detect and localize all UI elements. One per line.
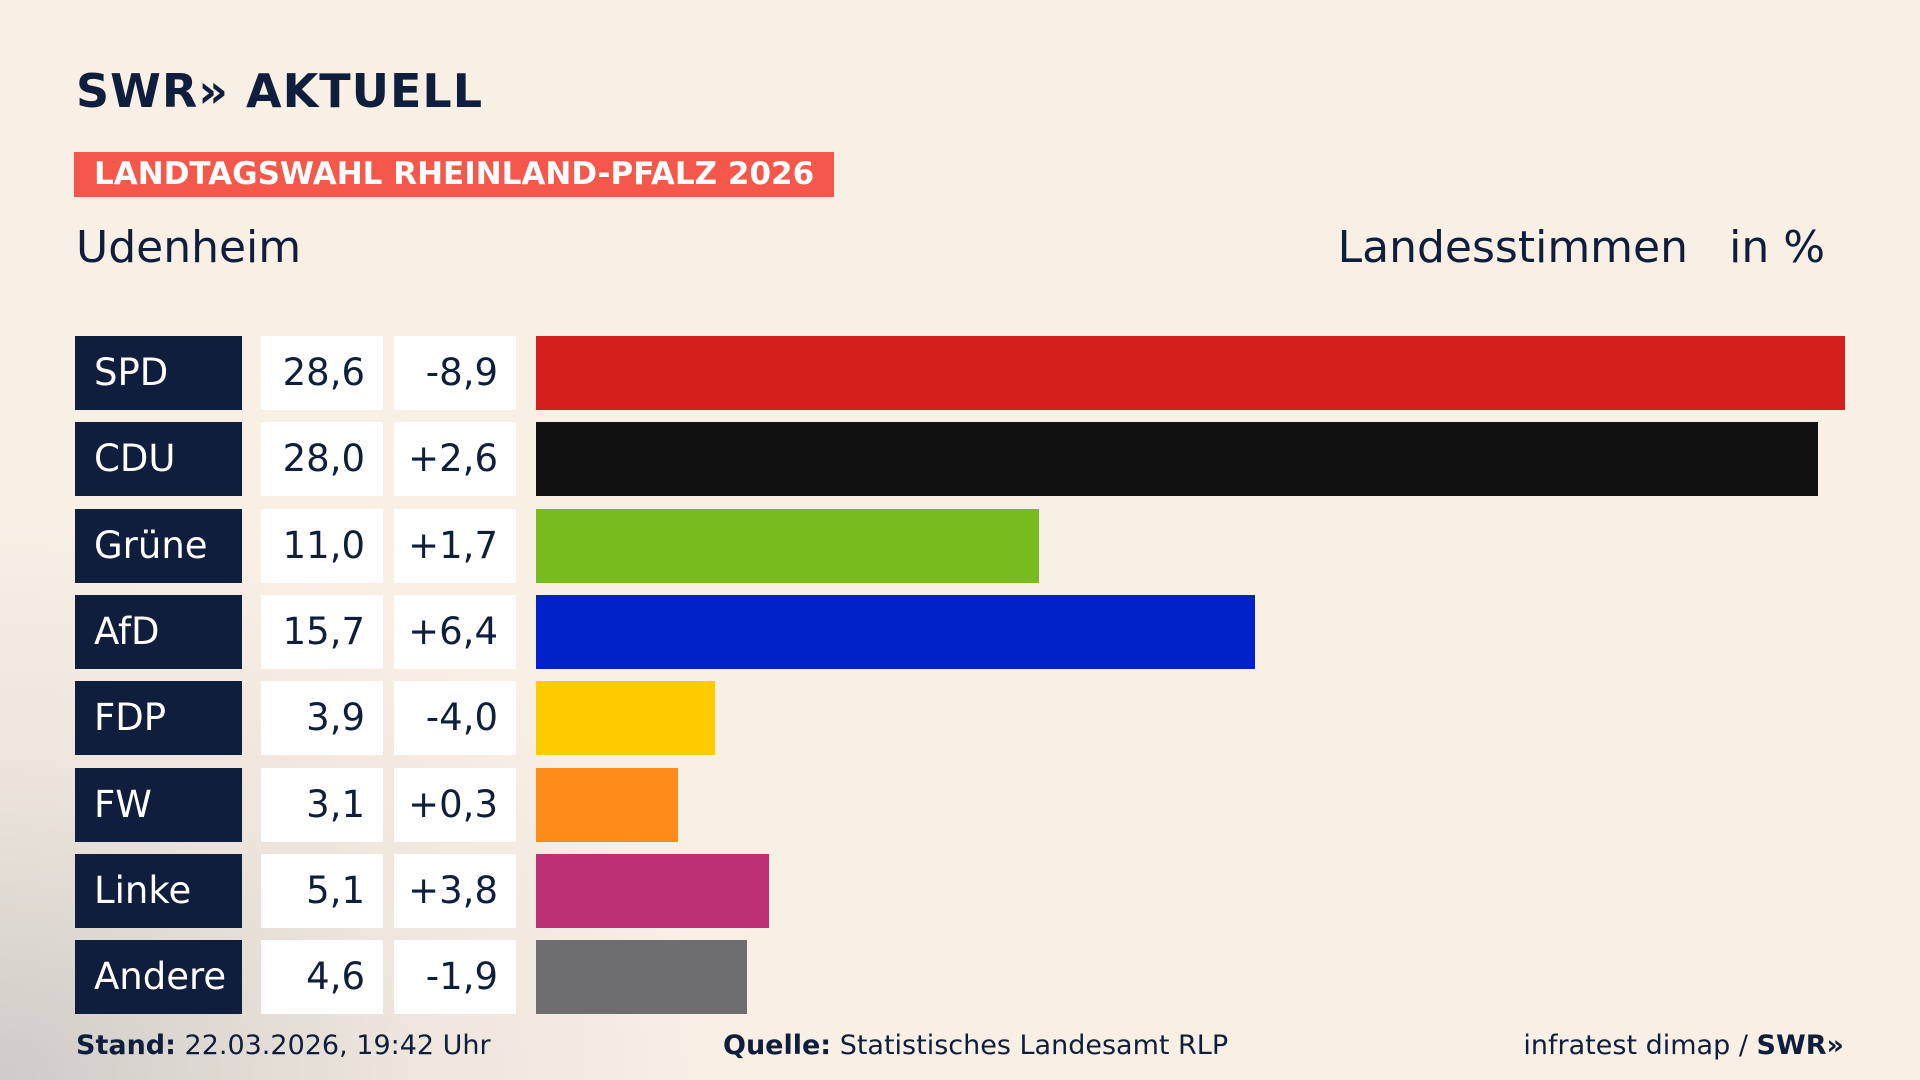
logo: SWR» AKTUELL (76, 64, 484, 118)
change-label: +3,8 (394, 853, 516, 928)
value-label: 3,9 (261, 681, 383, 756)
bar (536, 508, 1040, 583)
bar (536, 853, 770, 928)
party-label: Linke (75, 853, 242, 928)
bar (536, 940, 747, 1015)
party-label: FW (75, 767, 242, 842)
credit-text: infratest dimap / (1523, 1030, 1748, 1061)
change-label: +1,7 (394, 508, 516, 583)
party-label: SPD (75, 336, 242, 410)
party-label: AfD (75, 594, 242, 669)
stand-label: Stand: (76, 1030, 176, 1061)
bar (536, 422, 1818, 497)
value-label: 5,1 (261, 853, 383, 928)
stand: Stand: 22.03.2026, 19:42 Uhr (76, 1030, 491, 1061)
value-label: 11,0 (261, 508, 383, 583)
source: Quelle: Statistisches Landesamt RLP (723, 1030, 1228, 1061)
value-label: 4,6 (261, 940, 383, 1015)
value-label: 3,1 (261, 767, 383, 842)
chart-title: Udenheim (76, 222, 302, 273)
source-label: Quelle: (723, 1030, 832, 1061)
party-label: Grüne (75, 508, 242, 583)
party-label: FDP (75, 681, 242, 756)
chart-subtitle: Landesstimmen (1337, 222, 1688, 273)
bar (536, 767, 678, 842)
party-label: Andere (75, 940, 242, 1015)
badge: LANDTAGSWAHL RHEINLAND-PFALZ 2026 (74, 152, 835, 197)
change-label: -4,0 (394, 681, 516, 756)
bar (536, 681, 715, 756)
bar (536, 336, 1845, 410)
bar (536, 594, 1255, 669)
change-label: -8,9 (394, 336, 516, 410)
change-label: -1,9 (394, 940, 516, 1015)
value-label: 15,7 (261, 594, 383, 669)
value-label: 28,6 (261, 336, 383, 410)
party-label: CDU (75, 422, 242, 497)
source-text: Statistisches Landesamt RLP (839, 1030, 1229, 1061)
change-label: +0,3 (394, 767, 516, 842)
change-label: +6,4 (394, 594, 516, 669)
credit-logo: SWR» (1756, 1030, 1844, 1061)
unit-label: in % (1729, 222, 1825, 273)
value-label: 28,0 (261, 422, 383, 497)
credit: infratest dimap / SWR» (1523, 1030, 1844, 1061)
stand-date: 22.03.2026, 19:42 Uhr (184, 1030, 491, 1061)
change-label: +2,6 (394, 422, 516, 497)
